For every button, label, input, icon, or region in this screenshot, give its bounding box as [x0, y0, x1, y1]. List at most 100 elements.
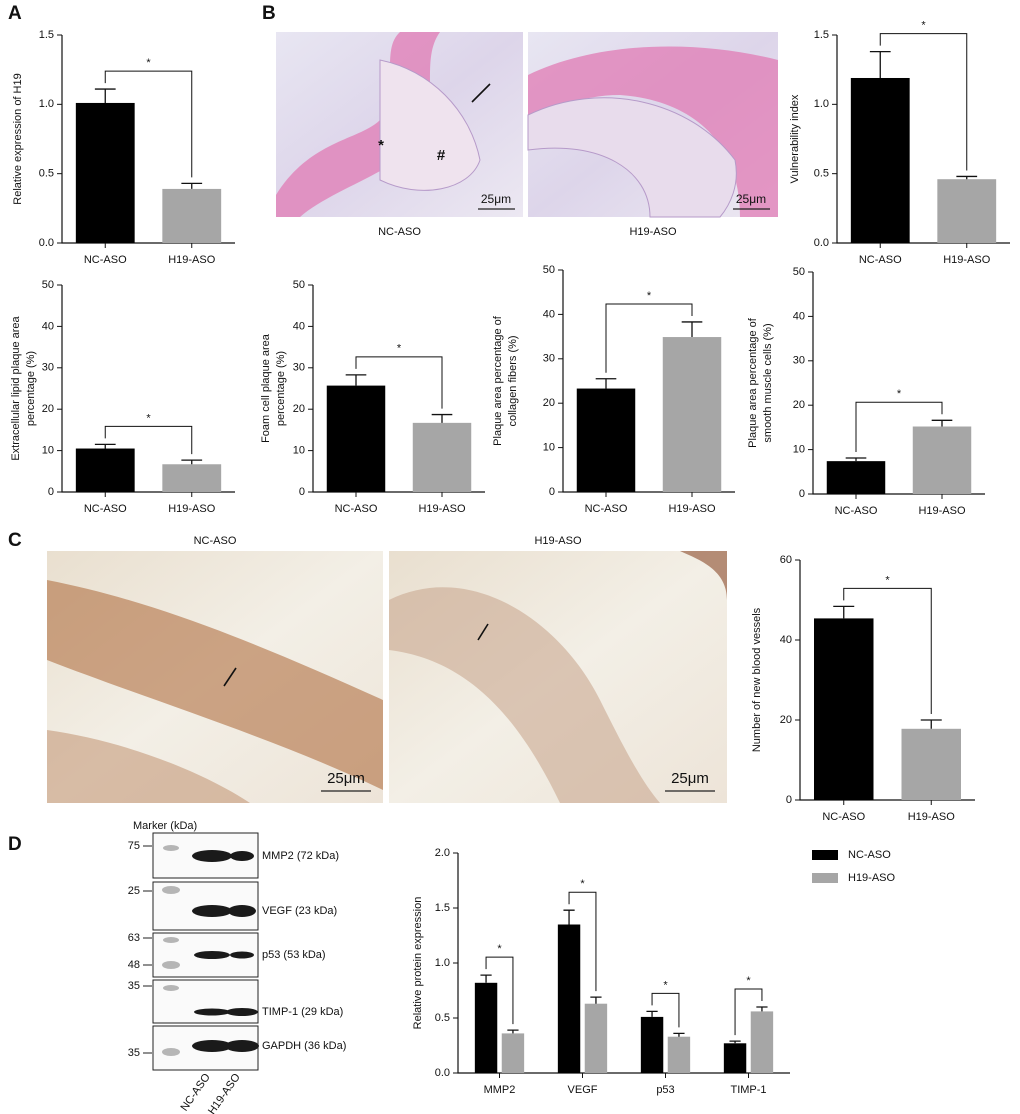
y-tick-label: 20 — [793, 399, 805, 411]
x-tick-label: NC-ASO — [335, 503, 378, 515]
y-tick-label: 40 — [543, 308, 555, 320]
significance-bracket — [605, 303, 693, 373]
marker-label: 63 — [128, 932, 140, 944]
bar — [826, 461, 886, 494]
bar — [640, 1016, 664, 1073]
y-tick-label: 40 — [793, 310, 805, 322]
y-tick-label: 30 — [793, 355, 805, 367]
significance-bracket — [485, 956, 514, 1025]
y-tick-label: 0.5 — [39, 168, 54, 180]
y-tick-label: 0.0 — [814, 237, 829, 249]
band-label: TIMP-1 (29 kDa) — [262, 1006, 343, 1018]
y-axis-label: Extracellular lipid plaque area — [10, 315, 22, 460]
y-tick-label: 50 — [543, 264, 555, 276]
arrow — [477, 623, 489, 641]
x-tick-label: TIMP-1 — [730, 1084, 766, 1096]
micrograph-caption: NC-ASO — [194, 535, 237, 547]
y-tick-label: 20 — [780, 714, 792, 726]
error-bar — [833, 605, 855, 619]
bar — [584, 1003, 608, 1073]
bar — [667, 1036, 691, 1073]
error-bar — [181, 182, 203, 189]
significance-label: * — [146, 412, 151, 424]
error-bar — [507, 1029, 519, 1034]
micrograph — [527, 32, 778, 218]
y-tick-label: 60 — [780, 554, 792, 566]
y-tick-label: 0 — [549, 486, 555, 498]
bar — [576, 388, 636, 492]
y-tick-label: 0 — [786, 794, 792, 806]
y-tick-label: 40 — [42, 320, 54, 332]
x-tick-label: H19-ASO — [418, 503, 466, 515]
band-label: VEGF (23 kDa) — [262, 905, 337, 917]
error-bar — [673, 1032, 685, 1037]
marker-label: 35 — [128, 980, 140, 992]
x-tick-label: NC-ASO — [859, 254, 902, 266]
error-bar — [646, 1010, 658, 1017]
x-tick-label: H19-ASO — [168, 254, 216, 266]
x-tick-label: NC-ASO — [822, 811, 865, 823]
y-tick-label: 0.0 — [39, 237, 54, 249]
bar — [750, 1011, 774, 1073]
bar — [814, 618, 874, 800]
y-axis-label: collagen fibers (%) — [507, 335, 519, 426]
micrograph — [389, 551, 727, 803]
significance-label: * — [647, 290, 652, 302]
bar — [75, 448, 135, 492]
bar — [474, 982, 498, 1073]
bar — [501, 1033, 525, 1073]
bar — [75, 102, 135, 244]
x-tick-label: H19-ASO — [908, 811, 956, 823]
significance-label: * — [497, 943, 502, 955]
x-tick-label: NC-ASO — [585, 503, 628, 515]
significance-bracket — [855, 401, 943, 453]
y-axis-label: Relative protein expression — [412, 897, 424, 1030]
error-bar — [869, 50, 891, 78]
error-bar — [94, 443, 116, 449]
bar — [723, 1043, 747, 1073]
y-tick-label: 20 — [293, 403, 305, 415]
y-axis-label: Number of new blood vessels — [751, 607, 763, 752]
y-tick-label: 0.5 — [814, 168, 829, 180]
bar — [557, 924, 581, 1073]
significance-bracket — [879, 33, 968, 171]
significance-label: * — [580, 878, 585, 890]
error-bar — [431, 413, 453, 423]
legend-label: NC-ASO — [848, 849, 891, 861]
significance-bracket — [568, 891, 597, 992]
x-tick-label: NC-ASO — [84, 503, 127, 515]
micrograph-caption: H19-ASO — [534, 535, 582, 547]
panel-label: C — [8, 530, 22, 551]
significance-label: * — [885, 574, 890, 586]
legend-swatch — [812, 873, 838, 883]
bar — [937, 179, 997, 243]
y-tick-label: 30 — [293, 362, 305, 374]
y-tick-label: 0 — [48, 486, 54, 498]
micrograph-caption: NC-ASO — [378, 226, 421, 238]
error-bar — [480, 974, 492, 983]
significance-bracket — [843, 587, 932, 714]
error-bar — [729, 1040, 741, 1044]
y-tick-label: 30 — [543, 353, 555, 365]
y-tick-label: 1.5 — [39, 29, 54, 41]
x-tick-label: H19-ASO — [668, 503, 716, 515]
y-axis-label: Foam cell plaque area — [260, 333, 272, 443]
significance-label: * — [397, 343, 402, 355]
y-tick-label: 1.0 — [814, 98, 829, 110]
marker-label: 25 — [128, 885, 140, 897]
y-tick-label: 2.0 — [435, 847, 450, 859]
bar — [901, 728, 961, 800]
significance-label: * — [921, 20, 926, 32]
y-tick-label: 0 — [799, 488, 805, 500]
significance-bracket — [104, 70, 193, 178]
scale-label: 25μm — [671, 770, 709, 787]
y-tick-label: 10 — [543, 442, 555, 454]
error-bar — [845, 457, 867, 462]
y-tick-label: 40 — [780, 634, 792, 646]
y-tick-label: 20 — [42, 403, 54, 415]
significance-bracket — [734, 988, 763, 1036]
micrograph — [47, 551, 383, 803]
y-axis-label: Relative expression of H19 — [12, 73, 24, 204]
blot-title: Marker (kDa) — [133, 820, 197, 832]
